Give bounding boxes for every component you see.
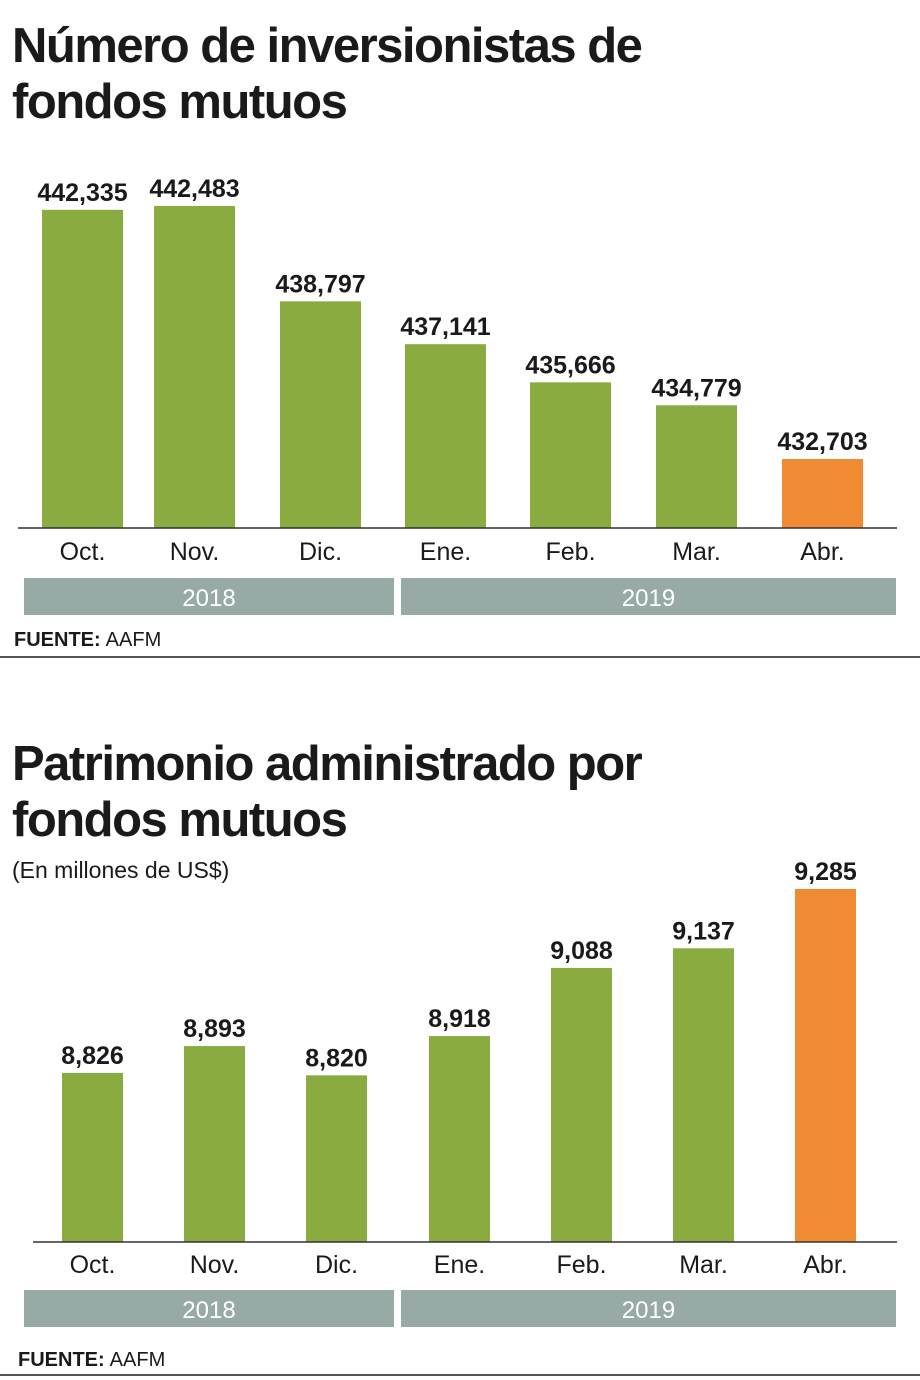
- bar-dic: [280, 301, 361, 528]
- year-label: 2018: [182, 1297, 235, 1324]
- year-label: 2019: [622, 1297, 675, 1324]
- x-tick-label: Ene.: [434, 1251, 485, 1279]
- chart-investors: Número de inversionistas de fondos mutuo…: [12, 19, 897, 651]
- value-label: 9,088: [550, 937, 613, 965]
- bar-mar: [656, 405, 737, 528]
- bar-feb: [551, 967, 612, 1242]
- chart-title-line-2: fondos mutuos: [12, 75, 347, 129]
- x-tick-label: Ene.: [420, 538, 471, 566]
- source-label: FUENTE:: [18, 1349, 105, 1371]
- bars: 442,335 Oct. 442,483 Nov. 438,797 Dic. 437,141…: [37, 175, 867, 566]
- x-tick-label: Mar.: [679, 1251, 728, 1279]
- chart-title-line-1: Número de inversionistas de: [12, 19, 642, 73]
- source-label: FUENTE:: [14, 629, 101, 651]
- year-bands: 2018 2019: [24, 1290, 896, 1327]
- x-tick-label: Feb.: [556, 1251, 606, 1279]
- value-label: 438,797: [275, 270, 365, 298]
- source: FUENTE: AAFM: [14, 629, 161, 651]
- bar-feb: [530, 382, 611, 528]
- value-label: 435,666: [525, 351, 615, 379]
- bar-mar: [673, 948, 734, 1242]
- year-band-2018: [24, 1290, 394, 1327]
- chart-title-line-1: Patrimonio administrado por: [12, 737, 643, 791]
- x-tick-label: Abr.: [800, 538, 844, 566]
- value-label: 437,141: [400, 313, 490, 341]
- x-tick-label: Oct.: [70, 1251, 116, 1279]
- x-tick-label: Dic.: [315, 1251, 358, 1279]
- year-label: 2018: [182, 585, 235, 612]
- value-label: 434,779: [651, 374, 741, 402]
- value-label: 8,893: [183, 1015, 246, 1043]
- x-tick-label: Nov.: [170, 538, 220, 566]
- x-tick-label: Nov.: [190, 1251, 240, 1279]
- year-band-2018: [24, 578, 394, 615]
- bars: 8,826 Oct. 8,893 Nov. 8,820 Dic. 8,918 Ene. 9,08…: [61, 858, 857, 1279]
- value-label: 8,820: [305, 1044, 368, 1072]
- bar-oct: [62, 1072, 123, 1242]
- bar-dic: [306, 1075, 367, 1242]
- value-label: 442,335: [37, 179, 127, 207]
- value-label: 442,483: [149, 175, 239, 203]
- source-value: AAFM: [110, 1349, 166, 1371]
- value-label: 9,137: [672, 917, 735, 945]
- bar-nov: [154, 206, 235, 528]
- chart-assets: Patrimonio administrado por fondos mutuo…: [12, 737, 897, 1371]
- x-tick-label: Feb.: [545, 538, 595, 566]
- bar-ene: [429, 1036, 490, 1242]
- year-bands: 2018 2019: [24, 578, 896, 615]
- x-tick-label: Dic.: [299, 538, 342, 566]
- x-tick-label: Oct.: [60, 538, 106, 566]
- x-tick-label: Mar.: [672, 538, 721, 566]
- source: FUENTE: AAFM: [18, 1349, 165, 1371]
- value-label: 8,826: [61, 1042, 124, 1070]
- year-band-2019: [401, 1290, 896, 1327]
- source-value: AAFM: [106, 629, 162, 651]
- chart-title-line-2: fondos mutuos: [12, 793, 347, 847]
- x-tick-label: Abr.: [803, 1251, 847, 1279]
- value-label: 432,703: [777, 428, 867, 456]
- chart-subtitle: (En millones de US$): [12, 857, 229, 883]
- value-label: 9,285: [794, 858, 857, 886]
- year-band-2019: [401, 578, 896, 615]
- bar-abr: [795, 889, 856, 1242]
- bar-oct: [42, 209, 123, 528]
- year-label: 2019: [622, 585, 675, 612]
- value-label: 8,918: [428, 1005, 491, 1033]
- bar-ene: [405, 344, 486, 528]
- bar-abr: [782, 459, 863, 528]
- bar-nov: [184, 1046, 245, 1242]
